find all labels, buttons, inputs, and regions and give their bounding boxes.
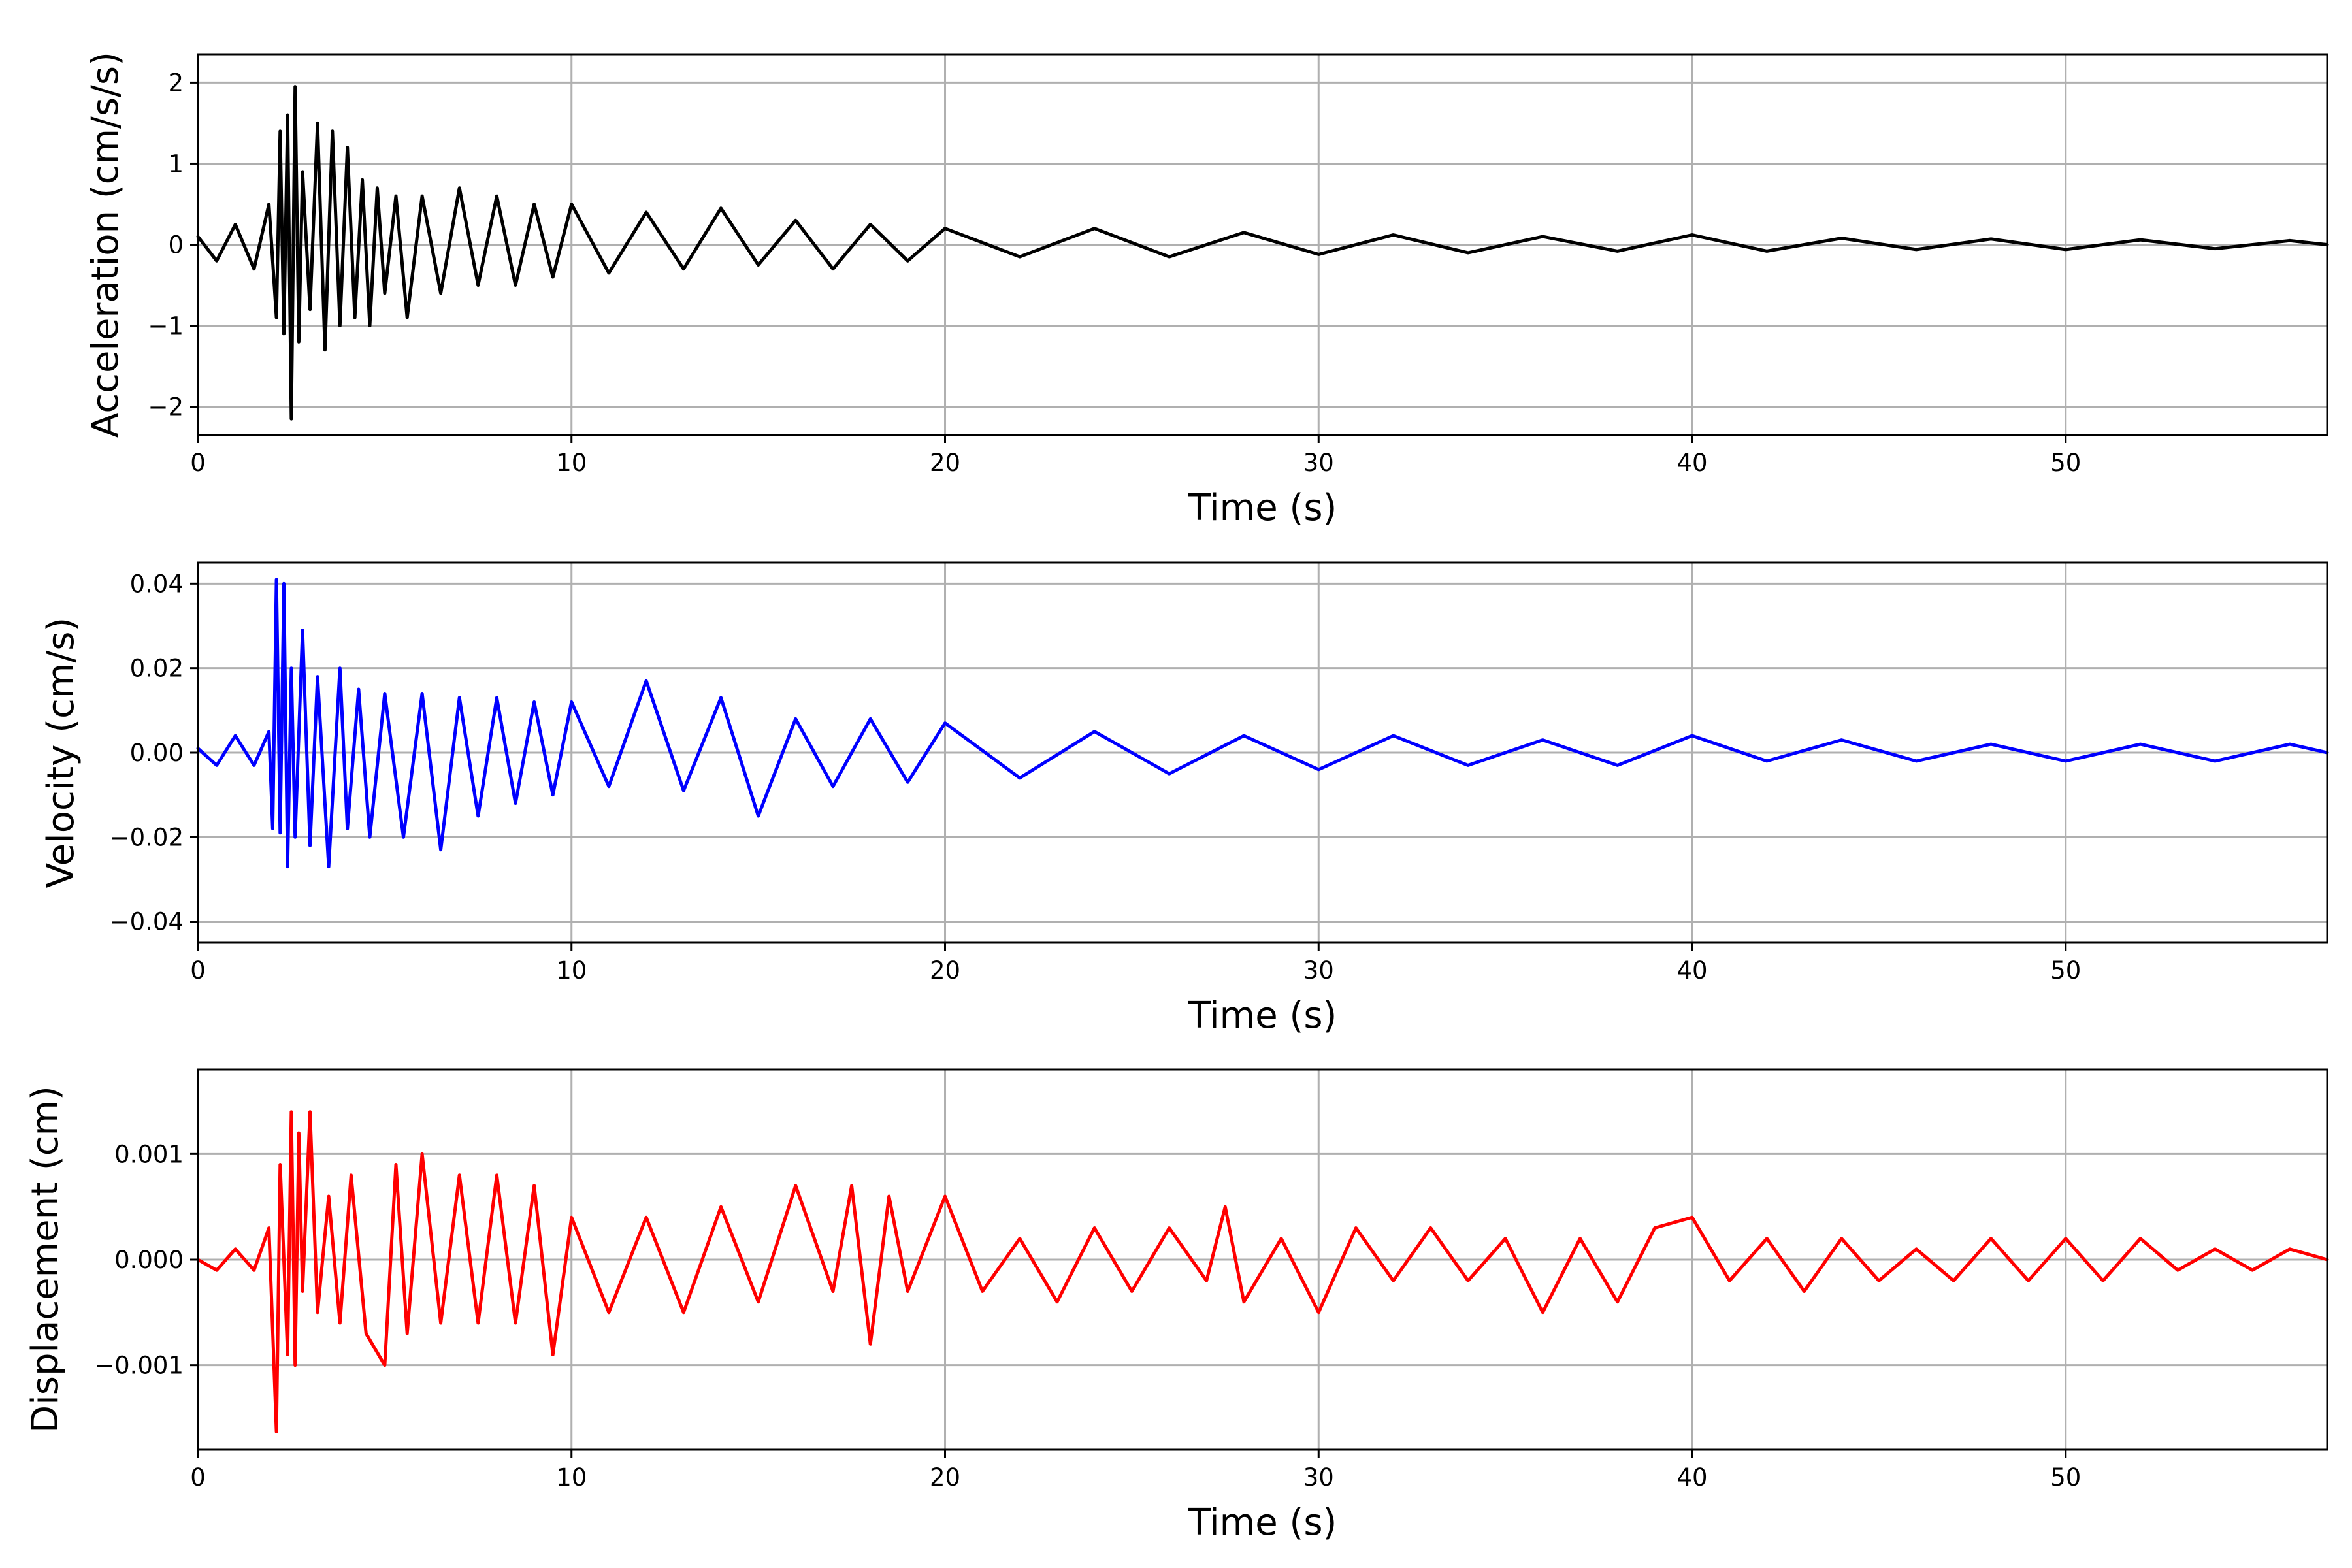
y-tick-label: 0.02 [130, 655, 184, 683]
x-tick-label: 0 [190, 449, 206, 477]
y-axis-ticks: −0.04 −0.02 0.00 0.02 0.04 [110, 570, 198, 936]
x-tick-label: 40 [1676, 1463, 1707, 1492]
panel-acceleration: 0 10 20 30 40 50 −2 −1 0 1 2 Time (s) Acceleratio… [84, 52, 2329, 529]
panel-velocity: 0 10 20 30 40 50 −0.04 −0.02 0.00 0.02 0.04 Time … [40, 561, 2329, 1037]
y-axis-label: Acceleration (cm/s/s) [84, 52, 127, 438]
series-line-displacement [196, 1110, 2329, 1433]
x-tick-label: 0 [190, 1463, 206, 1492]
y-axis-ticks: −0.001 0.000 0.001 [94, 1140, 198, 1380]
series-line-velocity [196, 578, 2329, 869]
grid-lines [197, 54, 2327, 435]
x-tick-label: 50 [2050, 956, 2081, 985]
y-tick-label: −1 [148, 312, 184, 340]
y-tick-label: −0.001 [94, 1352, 184, 1380]
y-tick-label: 1 [168, 150, 184, 178]
x-tick-label: 10 [556, 1463, 587, 1492]
y-axis-label: Displacement (cm) [24, 1086, 67, 1433]
x-tick-label: 30 [1303, 956, 1334, 985]
y-tick-label: 0.04 [130, 570, 184, 598]
x-axis-ticks: 0 10 20 30 40 50 [190, 943, 2081, 985]
x-tick-label: 40 [1676, 956, 1707, 985]
x-tick-label: 10 [556, 449, 587, 477]
y-tick-label: 0.001 [114, 1140, 184, 1168]
x-axis-ticks: 0 10 20 30 40 50 [190, 1450, 2081, 1492]
y-tick-label: 0.000 [114, 1246, 184, 1274]
x-tick-label: 50 [2050, 449, 2081, 477]
y-tick-label: −2 [148, 393, 184, 421]
y-tick-label: 0.00 [130, 739, 184, 767]
x-axis-ticks: 0 10 20 30 40 50 [190, 435, 2081, 477]
panel-displacement: 0 10 20 30 40 50 −0.001 0.000 0.001 Time (s) Di… [24, 1068, 2329, 1544]
x-tick-label: 0 [190, 956, 206, 985]
y-tick-label: 0 [168, 231, 184, 259]
x-axis-label: Time (s) [1188, 994, 1337, 1037]
y-tick-label: −0.04 [110, 908, 184, 936]
x-tick-label: 20 [930, 1463, 960, 1492]
y-tick-label: −0.02 [110, 823, 184, 851]
x-axis-label: Time (s) [1188, 487, 1337, 529]
x-tick-label: 50 [2050, 1463, 2081, 1492]
y-axis-label: Velocity (cm/s) [40, 617, 82, 889]
x-tick-label: 20 [930, 956, 960, 985]
x-tick-label: 10 [556, 956, 587, 985]
x-axis-label: Time (s) [1188, 1501, 1337, 1544]
x-tick-label: 20 [930, 449, 960, 477]
x-tick-label: 30 [1303, 1463, 1334, 1492]
x-tick-label: 30 [1303, 449, 1334, 477]
y-tick-label: 2 [168, 69, 184, 97]
series-line-acceleration [196, 85, 2329, 421]
x-tick-label: 40 [1676, 449, 1707, 477]
y-axis-ticks: −2 −1 0 1 2 [148, 69, 198, 421]
